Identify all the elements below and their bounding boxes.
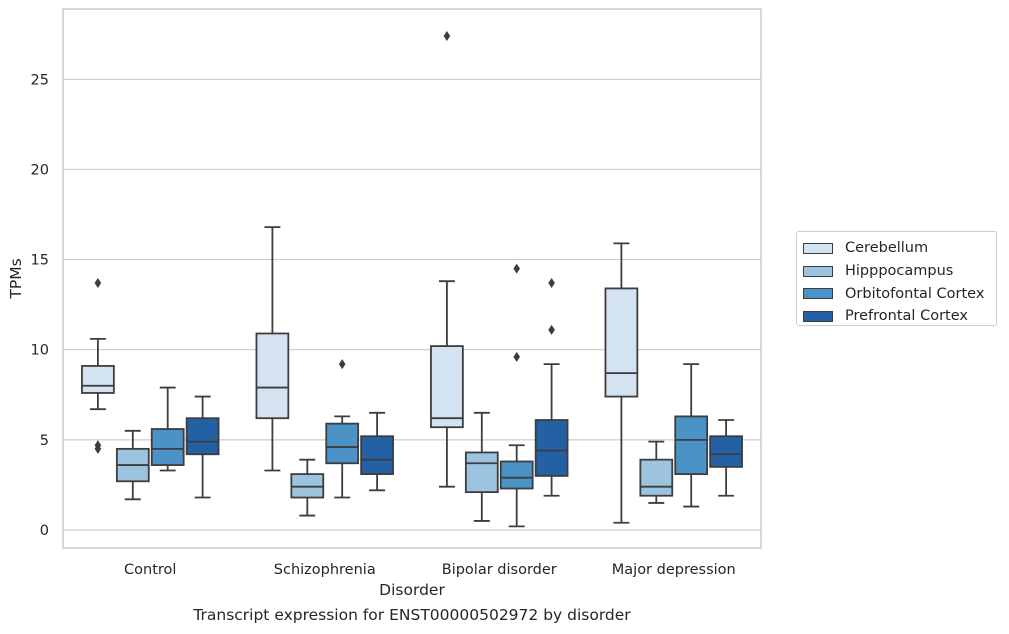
x-tick-label: Control — [124, 562, 176, 578]
x-tick-labels: Control Schizophrenia Bipolar disorder Majo… — [124, 562, 736, 578]
y-tick-labels: 0 5 10 15 20 25 — [31, 72, 49, 539]
legend-label-orbitofrontal: Orbitofontal Cortex — [845, 285, 985, 302]
box-group — [639, 440, 674, 504]
box-iqr — [464, 451, 499, 494]
box-iqr — [325, 422, 360, 465]
box-iqr — [674, 415, 709, 475]
outlier-point — [513, 351, 520, 362]
box-iqr — [534, 419, 569, 477]
legend-swatch-prefrontal — [803, 310, 833, 322]
box-iqr — [709, 435, 743, 468]
outlier-point — [94, 278, 102, 289]
outlier-point — [338, 359, 346, 370]
box-group — [81, 278, 115, 454]
y-tick-label: 15 — [31, 253, 49, 269]
y-tick-label: 20 — [31, 162, 49, 178]
box-iqr — [604, 287, 639, 398]
plot-frame — [62, 8, 762, 549]
box-iqr — [150, 428, 185, 466]
box-iqr — [255, 332, 290, 420]
outlier-point — [443, 31, 451, 42]
outlier-point — [548, 278, 555, 289]
box-iqr — [639, 458, 674, 497]
box-group — [534, 278, 569, 497]
y-tick-label: 25 — [31, 72, 49, 88]
outlier-point — [548, 324, 555, 335]
box-group — [325, 359, 360, 499]
box-group — [499, 263, 534, 528]
y-tick-label: 5 — [40, 433, 49, 449]
y-axis-label: TPMs — [7, 258, 25, 299]
box-group — [255, 226, 290, 472]
box-group — [464, 411, 499, 522]
outlier-point — [94, 443, 102, 454]
box-iqr — [290, 473, 325, 499]
legend-swatch-orbitofrontal — [803, 288, 833, 300]
box-iqr — [499, 460, 534, 490]
legend-swatch-hippocampus — [803, 265, 833, 277]
x-tick-label: Major depression — [612, 562, 736, 578]
legend-item-cerebellum: Cerebellum — [803, 237, 996, 260]
figure-caption: Transcript expression for ENST0000050297… — [193, 606, 631, 624]
y-tick-label: 10 — [31, 343, 49, 359]
box-group — [604, 242, 639, 524]
legend-item-prefrontal: Prefrontal Cortex — [803, 305, 996, 328]
legend-label-prefrontal: Prefrontal Cortex — [845, 308, 968, 325]
x-tick-label: Bipolar disorder — [442, 562, 557, 578]
y-tick-label: 0 — [40, 523, 49, 539]
box-group — [185, 395, 220, 499]
box-group — [150, 386, 185, 472]
legend-swatch-cerebellum — [803, 242, 833, 254]
outlier-point — [513, 263, 520, 274]
box-iqr — [81, 365, 115, 394]
x-tick-label: Schizophrenia — [274, 562, 376, 578]
box-iqr — [185, 417, 220, 456]
legend-item-orbitofrontal: Orbitofontal Cortex — [803, 282, 996, 305]
box-group — [430, 31, 464, 488]
box-group — [709, 419, 743, 497]
legend: Cerebellum Hipppocampus Orbitofontal Cor… — [796, 231, 997, 326]
x-axis-label: Disorder — [379, 581, 445, 599]
box-iqr — [360, 435, 394, 475]
legend-label-hippocampus: Hipppocampus — [845, 263, 954, 280]
legend-label-cerebellum: Cerebellum — [845, 240, 929, 257]
box-group — [290, 458, 325, 517]
box-group — [360, 411, 394, 492]
legend-item-hippocampus: Hipppocampus — [803, 260, 996, 283]
box-plot-marks — [81, 31, 743, 528]
box-group — [115, 429, 150, 501]
box-group — [674, 363, 709, 508]
box-iqr — [430, 345, 464, 429]
